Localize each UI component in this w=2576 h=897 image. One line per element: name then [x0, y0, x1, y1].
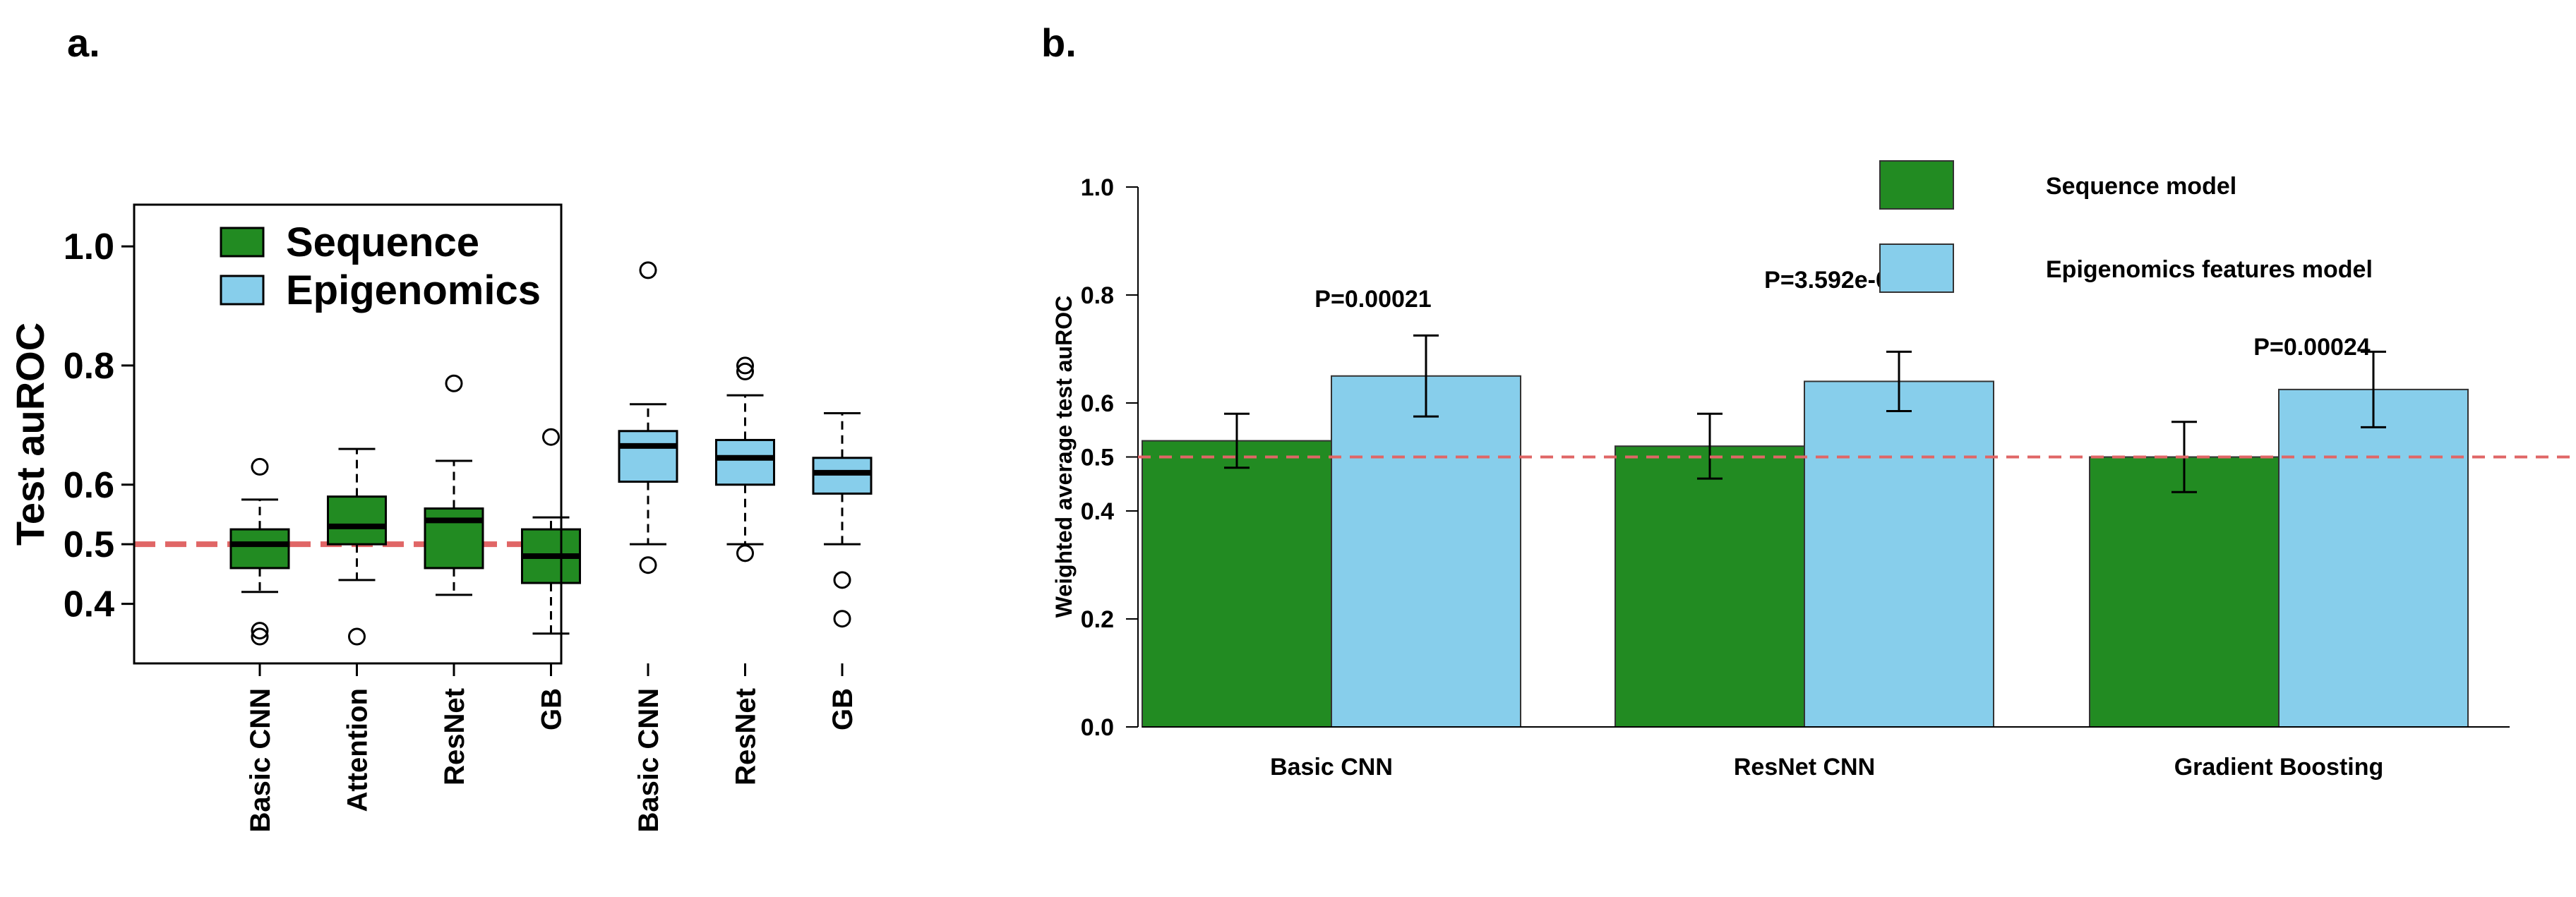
panel-b-label: b.	[1041, 20, 1077, 65]
box-sequence-basic-cnn	[229, 457, 290, 646]
box-sequence-attention	[327, 447, 387, 646]
box-sequence-gb	[521, 428, 581, 635]
y-tick-label: 0.8	[1081, 282, 1114, 309]
outlier-point	[251, 457, 269, 476]
y-tick-label: 0.4	[1081, 498, 1114, 525]
x-category-label: Attention	[342, 688, 373, 812]
plot-frame	[133, 203, 563, 665]
x-category-label: GB	[827, 688, 858, 730]
outlier-point	[348, 627, 366, 646]
panel-b-barchart: b. 0.0 0.2 0.4 0.5 0.6 0.8 1.0 Weighted average …	[1041, 20, 2570, 781]
y-tick-label: 0.0	[1081, 714, 1114, 741]
bar-sequence-model-basic-cnn	[1142, 440, 1332, 728]
y-tick-label: 1.0	[64, 227, 114, 267]
box-epigenomics-gb	[812, 411, 873, 628]
bar-sequence-model-gradient-boosting	[2089, 456, 2280, 728]
legend-label-sequence: Sequence	[286, 219, 479, 265]
outlier-point	[736, 544, 754, 562]
y-axis-label: Test auROC	[8, 323, 52, 546]
bar-epigenomics-features-model-resnet-cnn	[1804, 380, 1994, 728]
x-category-label-basic-cnn: Basic CNN	[1270, 754, 1393, 781]
outlier-point	[833, 571, 851, 589]
x-category-label: Basic CNN	[245, 688, 276, 833]
y-tick-label: 0.6	[1081, 390, 1114, 417]
box-iqr	[812, 457, 873, 495]
outlier-point	[736, 362, 754, 380]
p-value-annotation-basic-cnn: P=0.00021	[1314, 286, 1431, 313]
box-iqr	[229, 528, 290, 570]
box-iqr	[618, 430, 678, 483]
box-sequence-resnet	[424, 374, 484, 596]
y-tick-label: 0.5	[1081, 445, 1114, 471]
x-category-label: GB	[537, 688, 568, 730]
legend-label-sequence-model: Sequence model	[2046, 173, 2236, 200]
legend-swatch-epigenomics	[220, 275, 265, 306]
outlier-point	[833, 610, 851, 628]
outlier-point	[251, 627, 269, 646]
box-iqr	[715, 438, 775, 486]
x-category-label: ResNet	[439, 688, 470, 785]
legend-label-epigenomics-features-model: Epigenomics features model	[2046, 256, 2373, 283]
outlier-point	[639, 556, 657, 574]
y-tick-label: 0.6	[64, 465, 114, 506]
outlier-point	[736, 356, 754, 375]
legend-swatch-epigenomics-features-model	[1879, 243, 1954, 293]
y-axis-label: Weighted average test auROC	[1051, 296, 1077, 618]
panel-a-boxplot: a. 0.4 0.5 0.6 0.8 1.0 Test auROC Basic CNN Atte…	[8, 20, 873, 833]
x-category-label-resnet-cnn: ResNet CNN	[1734, 754, 1875, 781]
p-value-annotation-gradient-boosting: P=0.00024	[2253, 334, 2371, 361]
box-iqr	[327, 495, 387, 546]
y-tick-label: 0.8	[64, 346, 114, 387]
bar-epigenomics-features-model-basic-cnn	[1331, 375, 1521, 728]
outlier-point	[542, 428, 560, 446]
panel-a-label: a.	[67, 20, 100, 65]
legend-swatch-sequence	[220, 227, 265, 258]
y-tick-label: 0.5	[64, 524, 114, 565]
legend-label-epigenomics: Epigenomics	[286, 267, 541, 313]
box-epigenomics-resnet	[715, 356, 775, 562]
box-iqr	[424, 507, 484, 570]
y-tick-label: 1.0	[1081, 174, 1114, 201]
x-category-label: ResNet	[731, 688, 762, 785]
outlier-point	[251, 622, 269, 640]
x-category-label-gradient-boosting: Gradient Boosting	[2174, 754, 2384, 781]
box-epigenomics-basic-cnn	[618, 261, 678, 574]
y-tick-label: 0.2	[1081, 606, 1114, 633]
legend-swatch-sequence-model	[1879, 160, 1954, 210]
y-tick-label: 0.4	[64, 584, 114, 625]
outlier-point	[445, 374, 463, 392]
bar-epigenomics-features-model-gradient-boosting	[2278, 388, 2469, 728]
x-category-label: Basic CNN	[633, 688, 664, 833]
bar-sequence-model-resnet-cnn	[1615, 445, 1805, 728]
outlier-point	[639, 261, 657, 279]
